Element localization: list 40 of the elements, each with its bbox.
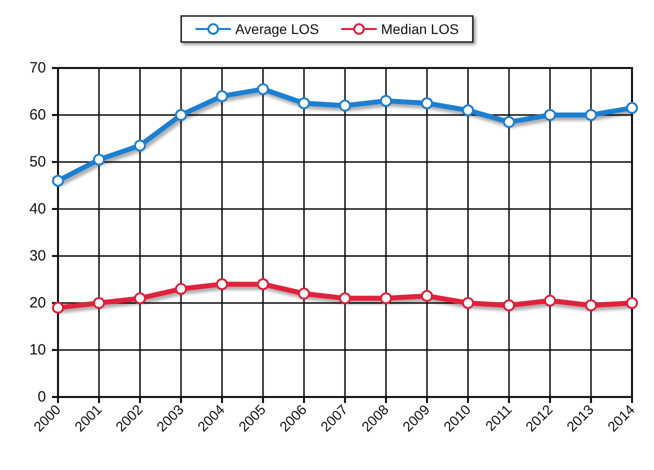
point xyxy=(462,297,474,309)
point xyxy=(503,299,515,312)
point xyxy=(52,174,64,187)
y-tick-label: 0 xyxy=(38,388,46,406)
point xyxy=(216,90,228,102)
point xyxy=(462,104,474,116)
point xyxy=(298,97,310,110)
legend-label: Average LOS xyxy=(235,21,319,37)
point xyxy=(298,288,310,300)
y-tick-label: 50 xyxy=(29,154,46,170)
point xyxy=(626,297,638,309)
point xyxy=(503,116,515,128)
legend-label: Median LOS xyxy=(380,21,459,37)
y-tick-label: 70 xyxy=(29,60,46,76)
point xyxy=(93,154,105,166)
point xyxy=(175,282,187,295)
point xyxy=(380,94,392,107)
point xyxy=(216,278,228,290)
point xyxy=(257,83,269,96)
point xyxy=(257,278,269,290)
point xyxy=(380,292,392,304)
point xyxy=(585,109,597,121)
y-tick-label: 10 xyxy=(29,342,46,358)
point xyxy=(626,102,638,114)
point xyxy=(339,292,351,304)
point xyxy=(134,140,146,152)
point xyxy=(93,297,105,309)
point xyxy=(585,299,597,312)
point xyxy=(421,97,433,110)
point xyxy=(52,302,64,314)
point xyxy=(421,290,433,302)
y-tick-label: 60 xyxy=(29,106,46,124)
y-tick-label: 20 xyxy=(29,294,46,312)
point xyxy=(544,294,556,307)
point xyxy=(339,100,351,112)
y-tick-label: 40 xyxy=(29,200,46,218)
y-tick-label: 30 xyxy=(29,248,46,264)
point xyxy=(544,109,556,121)
point xyxy=(134,292,146,304)
point xyxy=(175,109,187,121)
